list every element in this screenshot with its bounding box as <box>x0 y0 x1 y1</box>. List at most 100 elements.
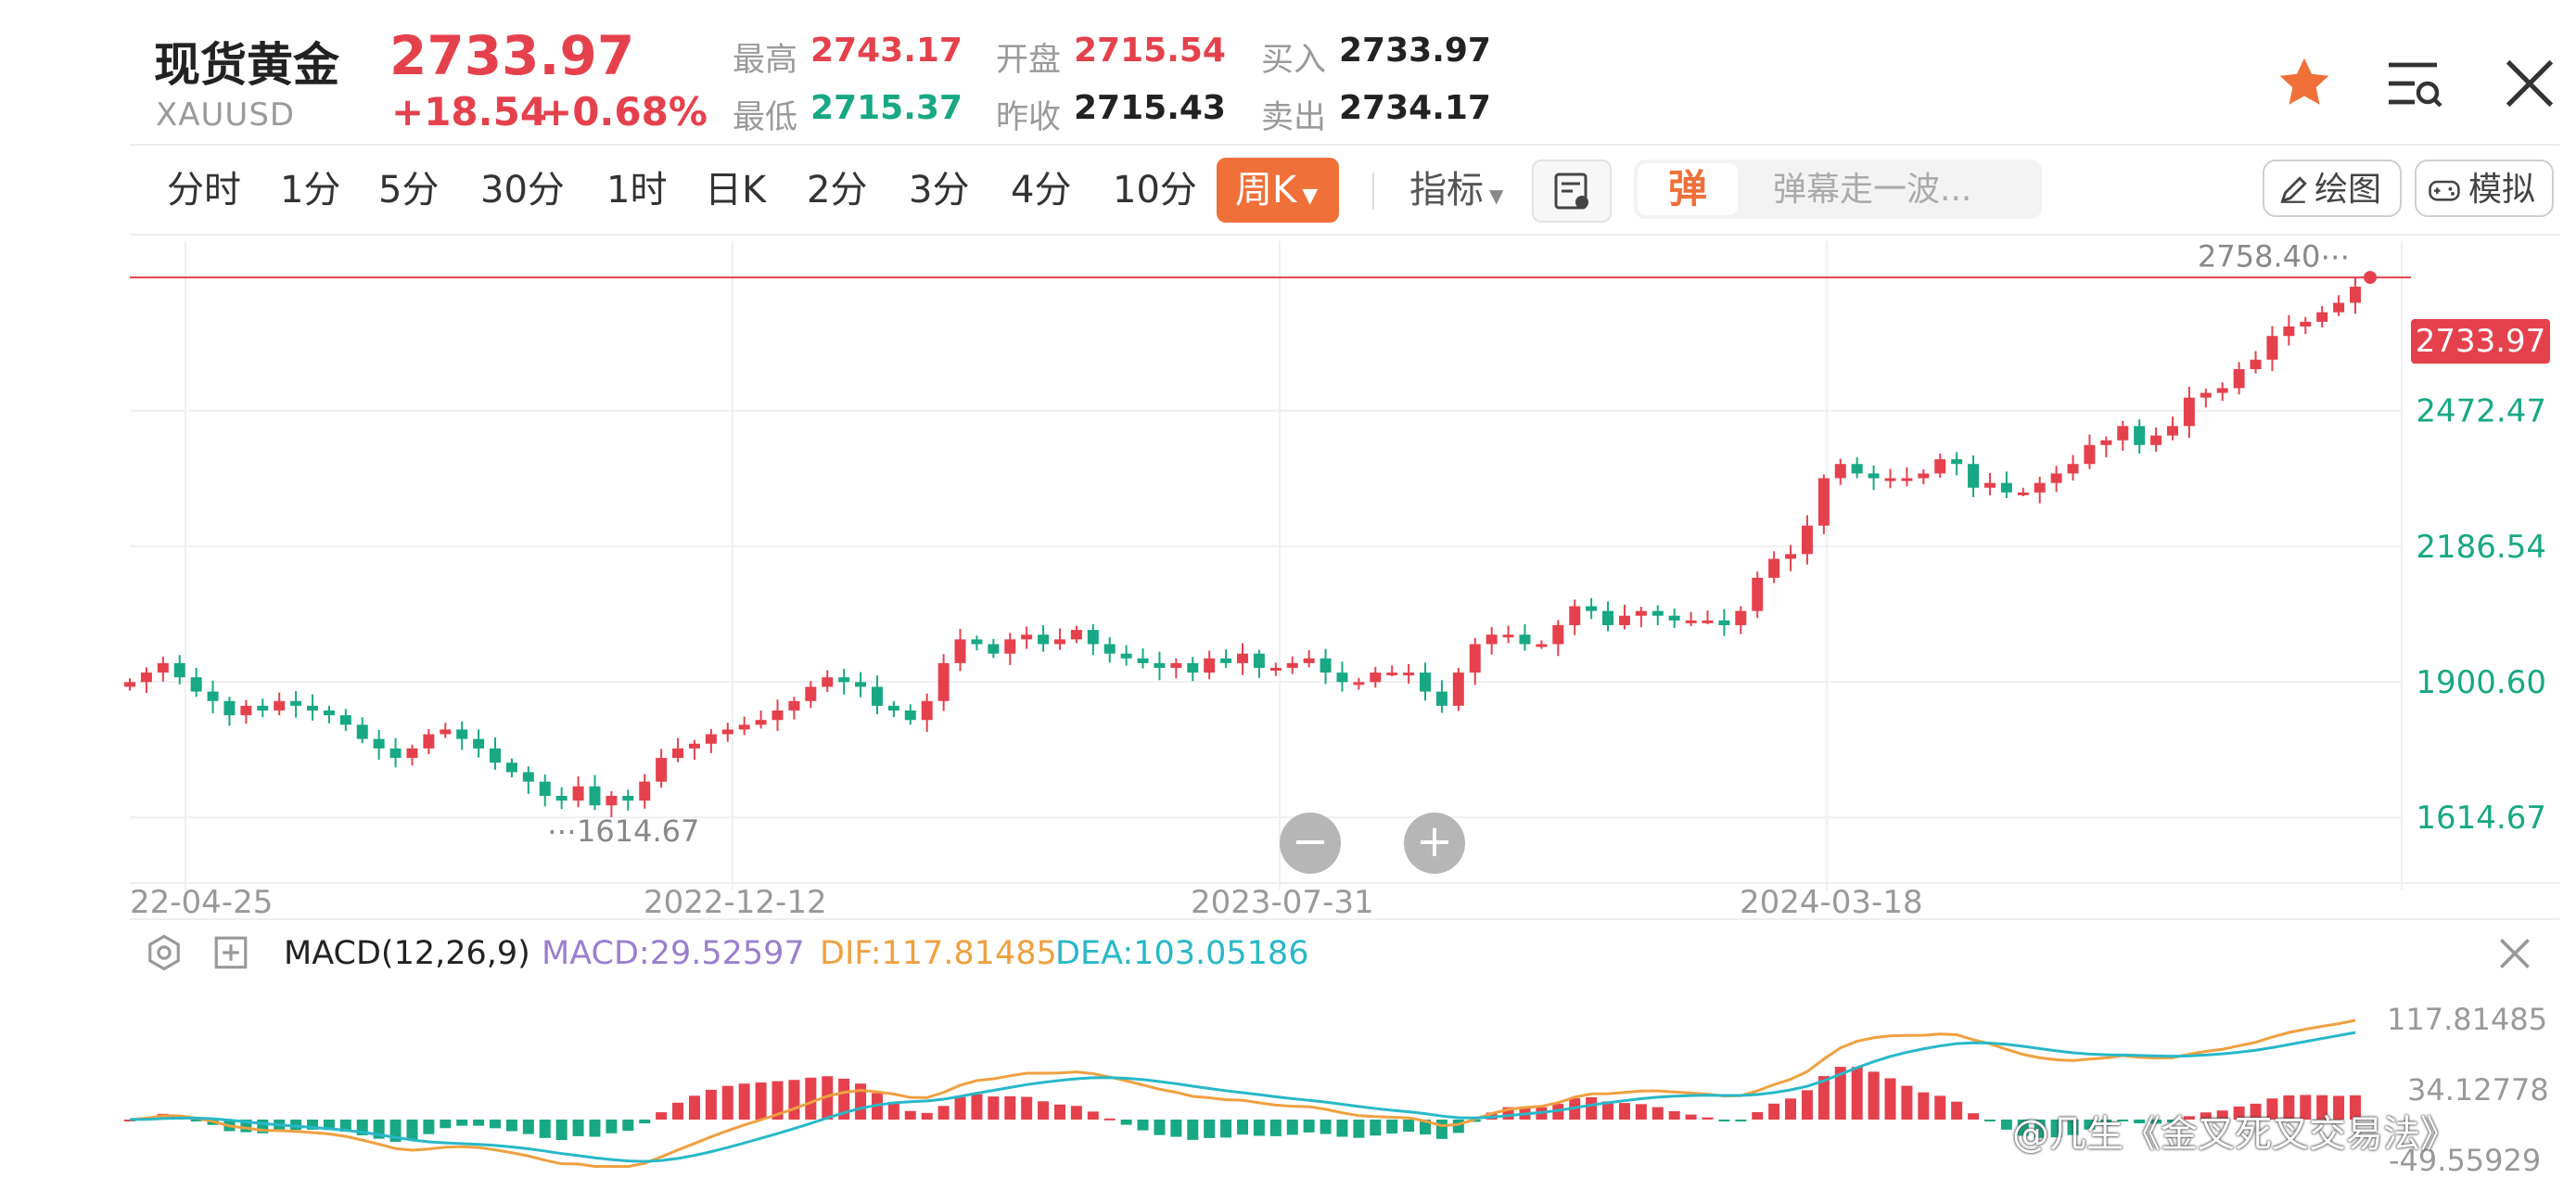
candle <box>1851 457 1863 479</box>
macd-bar <box>473 1119 485 1126</box>
candle-body <box>2000 482 2012 493</box>
macd-bar <box>2034 1119 2046 1138</box>
candle-body <box>921 700 933 721</box>
simulate-button[interactable]: 模拟 <box>2415 160 2554 217</box>
tab-timeframe[interactable]: 30分 <box>480 169 565 211</box>
danmu-toggle-icon[interactable]: 弹 <box>1638 163 1738 215</box>
candle <box>1817 474 1830 534</box>
indicator-button[interactable]: 指标 ▼ <box>1409 165 1503 221</box>
candle <box>1452 668 1464 711</box>
candle <box>1336 661 1348 692</box>
candle-body <box>223 700 236 716</box>
macd-bar <box>1718 1119 1730 1121</box>
candle <box>440 723 452 738</box>
macd-bar <box>1752 1112 1764 1120</box>
candle <box>1968 455 1980 497</box>
candle-body <box>1004 639 1016 654</box>
candle-body <box>1602 610 1614 625</box>
candle <box>738 716 750 736</box>
tab-timeframe[interactable]: 3分 <box>909 169 970 211</box>
candlestick-chart[interactable]: 2472.47 2186.54 1900.60 1614.67 2758.40⋯ ⋯161… <box>0 232 2576 937</box>
macd-bar <box>1735 1119 1747 1121</box>
settings-hex-icon[interactable] <box>145 933 184 972</box>
macd-bar <box>2283 1095 2295 1120</box>
macd-y-label: 34.12778 <box>2407 1072 2549 1108</box>
candle <box>1918 468 1930 485</box>
star-icon[interactable] <box>2276 54 2333 111</box>
candle-body <box>2034 482 2046 493</box>
tab-timeframe[interactable]: 1分 <box>280 169 341 211</box>
candle-body <box>1452 672 1464 706</box>
candle <box>1552 620 1564 657</box>
macd-bar <box>2117 1119 2129 1121</box>
candle <box>356 717 368 744</box>
close-indicator-icon[interactable] <box>2494 933 2535 974</box>
candle-body <box>2250 359 2262 369</box>
macd-bar <box>572 1119 584 1136</box>
tab-timeframe[interactable]: 分时 <box>167 169 241 211</box>
candle <box>1435 680 1447 713</box>
last-price-tag: 2733.97 <box>2411 319 2550 364</box>
candle-body <box>1635 610 1647 616</box>
candle <box>755 711 767 729</box>
zoom-in-button[interactable]: + <box>1404 813 1465 874</box>
macd-bar <box>954 1096 966 1120</box>
macd-y-label: 117.81485 <box>2387 1002 2548 1037</box>
tab-timeframe[interactable]: 10分 <box>1113 169 1197 211</box>
candle <box>555 787 567 810</box>
close-icon[interactable] <box>2504 58 2556 109</box>
candle-body <box>2166 426 2178 436</box>
candle <box>1983 472 1996 495</box>
macd-bar <box>1021 1096 1033 1120</box>
candle <box>373 729 385 761</box>
candle-body <box>1702 620 1714 623</box>
candle-body <box>274 700 286 711</box>
tab-timeframe[interactable]: 1时 <box>606 169 668 211</box>
menu-list-icon[interactable] <box>2385 58 2444 109</box>
candle-body <box>522 772 534 782</box>
candle <box>2150 427 2162 452</box>
zoom-out-button[interactable]: − <box>1280 813 1341 874</box>
header-divider <box>130 144 2559 146</box>
candle <box>1286 656 1298 674</box>
candle <box>1702 610 1714 624</box>
buy-label: 买入 <box>1261 42 1327 79</box>
candle <box>1004 633 1016 665</box>
add-indicator-icon[interactable] <box>211 933 250 972</box>
macd-bar <box>705 1089 717 1120</box>
macd-bar <box>988 1096 1000 1120</box>
candle-body <box>1120 653 1132 659</box>
candle <box>721 723 733 742</box>
indicator-settings-button[interactable] <box>1532 160 1612 223</box>
tab-weekly-k-active[interactable]: 周K ▼ <box>1217 158 1339 223</box>
candle-body <box>1137 658 1149 663</box>
candle <box>2117 420 2129 451</box>
high-annotation: 2758.40⋯ <box>2198 238 2350 274</box>
macd-bar <box>2134 1119 2146 1124</box>
tab-timeframe[interactable]: 2分 <box>807 169 868 211</box>
macd-bar <box>672 1102 684 1120</box>
macd-bar <box>406 1119 418 1141</box>
candle <box>954 629 966 672</box>
tab-timeframe[interactable]: 日K <box>705 169 767 211</box>
draw-button[interactable]: 绘图 <box>2263 160 2402 217</box>
tab-timeframe[interactable]: 4分 <box>1011 169 1072 211</box>
candle-body <box>887 705 899 711</box>
macd-bar <box>2316 1095 2328 1120</box>
candle <box>539 775 551 807</box>
candle <box>1303 650 1315 668</box>
macd-bar <box>1320 1119 1332 1134</box>
candle-body <box>1070 630 1082 640</box>
candle-body <box>1951 459 1963 465</box>
candle <box>157 656 169 682</box>
macd-bar <box>2233 1106 2245 1120</box>
danmu-input-placeholder[interactable]: 弹幕走一波... <box>1773 171 1972 209</box>
macd-bar <box>1884 1078 1896 1120</box>
macd-bar <box>1120 1119 1132 1125</box>
candle-body <box>456 729 468 739</box>
macd-bar <box>1851 1067 1863 1120</box>
dea-line <box>129 1031 2356 1163</box>
tab-timeframe[interactable]: 5分 <box>378 169 440 211</box>
candle <box>1486 627 1498 655</box>
macd-params: MACD(12,26,9) <box>284 935 530 972</box>
